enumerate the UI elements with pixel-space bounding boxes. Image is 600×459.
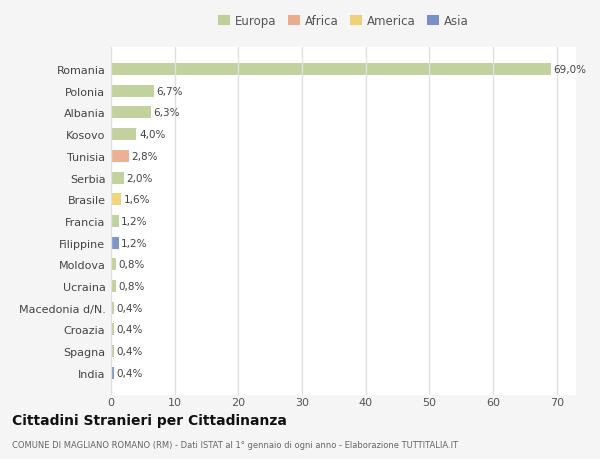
Text: 6,3%: 6,3% — [154, 108, 180, 118]
Bar — [111, 367, 113, 379]
Bar — [111, 346, 113, 358]
Bar — [111, 259, 116, 271]
Bar — [111, 324, 113, 336]
Bar — [111, 194, 121, 206]
Text: COMUNE DI MAGLIANO ROMANO (RM) - Dati ISTAT al 1° gennaio di ogni anno - Elabora: COMUNE DI MAGLIANO ROMANO (RM) - Dati IS… — [12, 441, 458, 449]
Text: 0,4%: 0,4% — [116, 368, 142, 378]
Bar — [111, 151, 129, 162]
Bar — [111, 216, 119, 227]
Bar — [111, 172, 124, 184]
Text: Cittadini Stranieri per Cittadinanza: Cittadini Stranieri per Cittadinanza — [12, 414, 287, 428]
Text: 0,4%: 0,4% — [116, 303, 142, 313]
Bar — [111, 237, 119, 249]
Text: 4,0%: 4,0% — [139, 130, 166, 140]
Text: 1,2%: 1,2% — [121, 238, 148, 248]
Text: 0,4%: 0,4% — [116, 347, 142, 356]
Text: 2,0%: 2,0% — [126, 173, 152, 183]
Text: 6,7%: 6,7% — [156, 87, 183, 96]
Bar — [111, 280, 116, 292]
Text: 1,6%: 1,6% — [124, 195, 150, 205]
Bar — [111, 85, 154, 97]
Bar — [111, 129, 136, 141]
Text: 0,8%: 0,8% — [119, 281, 145, 291]
Bar — [111, 302, 113, 314]
Bar — [111, 64, 551, 76]
Legend: Europa, Africa, America, Asia: Europa, Africa, America, Asia — [216, 12, 471, 30]
Text: 1,2%: 1,2% — [121, 217, 148, 226]
Text: 69,0%: 69,0% — [553, 65, 586, 75]
Text: 0,4%: 0,4% — [116, 325, 142, 335]
Text: 2,8%: 2,8% — [131, 151, 158, 162]
Text: 0,8%: 0,8% — [119, 260, 145, 270]
Bar — [111, 107, 151, 119]
